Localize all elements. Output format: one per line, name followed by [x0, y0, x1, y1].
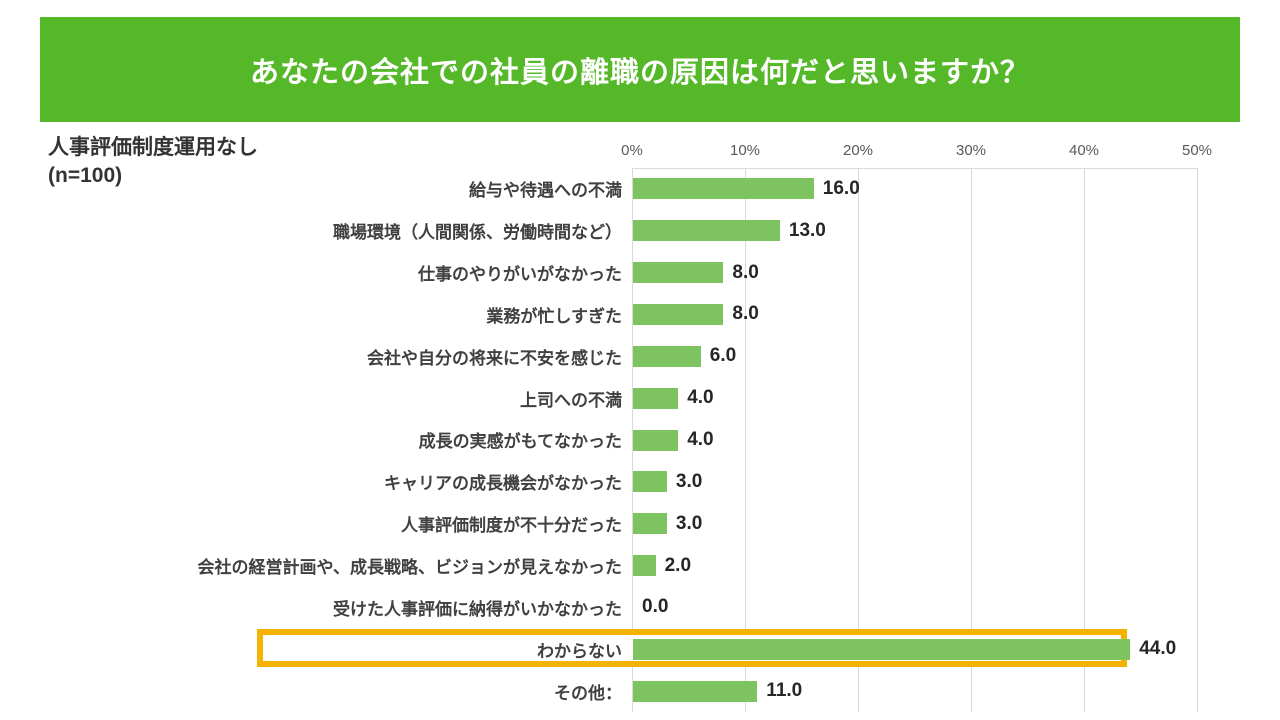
x-axis-tick-label: 50%	[1181, 142, 1213, 159]
bar-value-label: 8.0	[732, 303, 759, 325]
category-label: 仕事のやりがいがなかった	[418, 265, 622, 285]
x-axis-tick-label: 20%	[842, 142, 874, 159]
bar-value-label: 3.0	[675, 512, 703, 534]
bar-value-label: 16.0	[822, 177, 860, 199]
chart-heading: 人事評価制度運用なし (n=100)	[48, 134, 258, 190]
bar-value-label: 6.0	[709, 345, 737, 367]
bar-value-label: 0.0	[642, 596, 669, 618]
gridline	[971, 168, 972, 712]
bar	[633, 262, 724, 284]
category-label: 会社や自分の将来に不安を感じた	[367, 348, 622, 368]
bar	[633, 345, 701, 367]
chart-heading-line2: (n=100)	[48, 164, 123, 187]
bar	[633, 220, 780, 242]
x-axis-tick-label: 0%	[621, 142, 643, 159]
category-label: その他：	[554, 683, 622, 703]
category-label: 職場環境（人間関係、労働時間など）	[333, 223, 622, 243]
bar	[633, 178, 814, 200]
category-label: 成長の実感がもてなかった	[418, 432, 622, 452]
bar	[633, 513, 667, 535]
chart-heading-line1: 人事評価制度運用なし	[48, 136, 258, 159]
bar	[633, 555, 656, 577]
bar	[633, 680, 758, 702]
bar-value-label: 8.0	[732, 261, 759, 283]
category-label: 会社の経営計画や、成長戦略、ビジョンが見えなかった	[197, 558, 623, 578]
bar-value-label: 2.0	[664, 554, 692, 576]
category-label: 受けた人事評価に納得がいかなかった	[333, 599, 622, 619]
page-title: あなたの会社での社員の離職の原因は何だと思いますか？	[249, 56, 1030, 89]
title-banner: あなたの会社での社員の離職の原因は何だと思いますか？	[40, 17, 1240, 122]
category-label: 給与や待遇への不満	[469, 181, 622, 201]
bar-value-label: 4.0	[687, 428, 714, 450]
bar-value-label: 3.0	[675, 470, 703, 492]
gridline	[632, 168, 633, 712]
x-axis-tick-label: 40%	[1068, 142, 1100, 159]
gridline	[858, 168, 859, 712]
gridline	[1197, 168, 1198, 712]
bar-value-label: 44.0	[1139, 638, 1177, 660]
bar	[633, 387, 679, 409]
gridline	[1084, 168, 1085, 712]
bar	[633, 429, 679, 451]
bar	[633, 638, 1131, 660]
bar-value-label: 11.0	[766, 680, 803, 702]
category-label: 業務が忙しすぎた	[486, 306, 622, 326]
bar-value-label: 4.0	[687, 387, 714, 409]
bar	[633, 471, 667, 493]
category-label: 人事評価制度が不十分だった	[401, 516, 622, 536]
gridline	[745, 168, 746, 712]
category-label: わからない	[537, 641, 622, 661]
axis-line	[632, 168, 1197, 169]
x-axis-tick-label: 30%	[955, 142, 987, 159]
x-axis-tick-label: 10%	[729, 142, 761, 159]
category-label: キャリアの成長機会がなかった	[384, 474, 622, 494]
bar-value-label: 13.0	[788, 219, 826, 241]
category-label: 上司への不満	[520, 390, 622, 410]
bar	[633, 303, 724, 325]
